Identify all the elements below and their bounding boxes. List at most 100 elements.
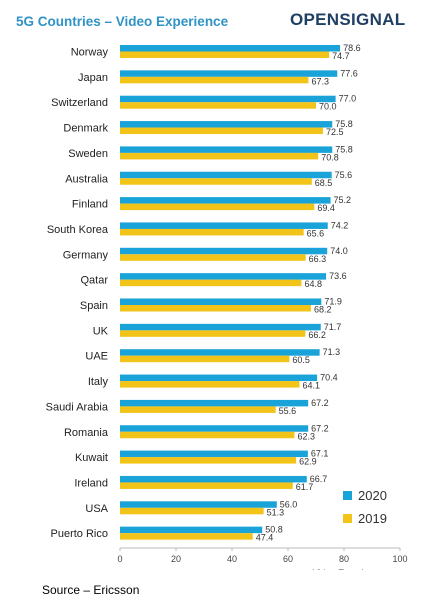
bar-2019 xyxy=(120,203,315,211)
value-label-2019: 74.7 xyxy=(332,51,350,61)
bar-2020 xyxy=(120,475,307,483)
legend-label-2019: 2019 xyxy=(358,511,387,526)
value-label-2020: 77.6 xyxy=(340,68,358,78)
value-label-2020: 56.0 xyxy=(280,499,298,509)
category-label: Finland xyxy=(72,199,108,211)
bar-2020 xyxy=(120,70,338,77)
bar-2019 xyxy=(120,482,293,489)
bar-2020 xyxy=(120,425,309,432)
bar-2019 xyxy=(120,381,300,388)
category-label: Germany xyxy=(63,249,109,261)
value-label-2019: 64.1 xyxy=(302,381,320,391)
bar-2020 xyxy=(120,399,309,407)
value-label-2019: 70.8 xyxy=(321,152,339,162)
bar-2019 xyxy=(120,127,323,135)
value-label-2020: 71.3 xyxy=(323,347,341,357)
value-label-2019: 66.3 xyxy=(309,254,327,264)
bar-2020 xyxy=(120,450,308,458)
bar-2020 xyxy=(120,197,331,204)
category-label: Puerto Rico xyxy=(51,528,108,540)
value-label-2019: 69.4 xyxy=(317,203,335,213)
bar-2019 xyxy=(120,330,306,337)
category-label: USA xyxy=(85,503,108,515)
bar-2019 xyxy=(120,228,304,236)
x-tick-label: 0 xyxy=(117,554,122,564)
legend-swatch-2020 xyxy=(343,491,352,500)
bar-2020 xyxy=(120,45,341,52)
value-label-2019: 70.0 xyxy=(319,102,337,112)
category-label: Kuwait xyxy=(75,452,108,464)
category-label: Saudi Arabia xyxy=(46,401,109,413)
value-label-2019: 65.6 xyxy=(307,228,325,238)
bar-2020 xyxy=(120,247,328,255)
value-label-2019: 55.6 xyxy=(279,406,297,416)
value-label-2020: 73.6 xyxy=(329,271,347,281)
bar-2019 xyxy=(120,178,312,185)
category-label: Norway xyxy=(71,47,109,59)
legend-swatch-2019 xyxy=(343,514,352,523)
opensignal-logo: OPENSIGNAL xyxy=(290,10,406,29)
bar-2019 xyxy=(120,355,290,363)
value-label-2020: 74.0 xyxy=(330,246,348,256)
value-label-2020: 75.8 xyxy=(335,119,353,129)
value-label-2020: 70.4 xyxy=(320,373,338,383)
value-label-2020: 67.2 xyxy=(311,398,329,408)
bar-2019 xyxy=(120,152,319,160)
bar-2020 xyxy=(120,298,322,305)
value-label-2020: 77.0 xyxy=(339,94,357,104)
bar-2020 xyxy=(120,222,328,229)
bar-2020 xyxy=(120,374,318,382)
legend-label-2020: 2020 xyxy=(358,488,387,503)
value-label-2020: 67.1 xyxy=(311,449,329,459)
x-tick-label: 100 xyxy=(392,554,407,564)
bar-2020 xyxy=(120,146,333,153)
category-label: South Korea xyxy=(47,224,109,236)
value-label-2020: 71.9 xyxy=(324,297,342,307)
value-label-2019: 72.5 xyxy=(326,127,344,137)
category-label: UK xyxy=(93,325,109,337)
value-label-2019: 67.3 xyxy=(311,76,329,86)
value-label-2020: 78.6 xyxy=(343,43,361,53)
value-label-2019: 68.2 xyxy=(314,305,332,315)
bar-2019 xyxy=(120,457,297,464)
bar-2020 xyxy=(120,349,320,356)
category-label: Ireland xyxy=(74,477,108,489)
value-label-2019: 66.2 xyxy=(308,330,326,340)
bar-2020 xyxy=(120,323,321,331)
chart-title: 5G Countries – Video Experience xyxy=(16,14,229,29)
bar-2019 xyxy=(120,533,253,540)
bar-2019 xyxy=(120,102,316,109)
category-label: Spain xyxy=(80,300,108,312)
category-label: UAE xyxy=(85,351,108,363)
bar-chart: Norway 78.674.7 Japan 77.6 67.3 Switzerland 77… xyxy=(46,43,408,570)
bar-2019 xyxy=(120,431,295,439)
bar-2019 xyxy=(120,76,309,84)
x-tick-label: 40 xyxy=(227,554,237,564)
value-label-2019: 60.5 xyxy=(292,355,310,365)
x-tick-label: 20 xyxy=(171,554,181,564)
category-label: Sweden xyxy=(68,148,108,160)
value-label-2019: 51.3 xyxy=(267,507,285,517)
category-label: Qatar xyxy=(80,275,108,287)
bar-2020 xyxy=(120,95,336,103)
bar-2019 xyxy=(120,51,330,58)
value-label-2019: 64.8 xyxy=(304,279,322,289)
bar-2019 xyxy=(120,305,311,312)
value-label-2020: 50.8 xyxy=(265,525,283,535)
value-label-2019: 47.4 xyxy=(256,533,274,543)
value-label-2020: 75.8 xyxy=(335,144,353,154)
bar-2020 xyxy=(120,171,332,179)
category-label: Japan xyxy=(78,72,108,84)
value-label-2019: 62.9 xyxy=(299,457,317,467)
category-label: Australia xyxy=(65,173,109,185)
value-label-2020: 66.7 xyxy=(310,474,328,484)
source-note: Source – Ericsson xyxy=(42,583,140,597)
bar-2020 xyxy=(120,273,327,280)
bar-2019 xyxy=(120,254,306,261)
value-label-2019: 61.7 xyxy=(296,482,314,492)
category-label: Italy xyxy=(88,376,109,388)
value-label-2020: 75.2 xyxy=(334,195,352,205)
x-tick-label: 80 xyxy=(339,554,349,564)
x-axis-title: Video Experience xyxy=(313,568,383,570)
chart-card: 5G Countries – Video Experience OPENSIGN… xyxy=(16,10,408,570)
